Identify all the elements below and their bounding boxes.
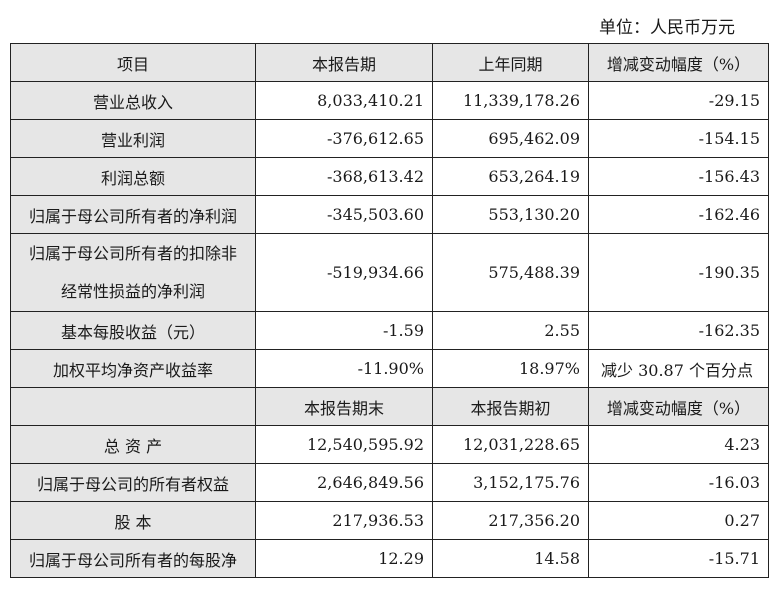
financial-summary-table: 项目 本报告期 上年同期 增减变动幅度（%） 营业总收入 8,033,410.2… bbox=[10, 43, 769, 578]
row-label: 归属于母公司所有者的每股净 bbox=[10, 539, 256, 578]
current-value: 12,540,595.92 bbox=[255, 425, 433, 464]
subheader-period-end: 本报告期末 bbox=[255, 387, 433, 426]
prior-value: 2.55 bbox=[432, 311, 589, 350]
prior-value: 18.97% bbox=[432, 349, 589, 388]
row-label: 营业总收入 bbox=[10, 81, 256, 120]
prior-value: 12,031,228.65 bbox=[432, 425, 589, 464]
row-label: 利润总额 bbox=[10, 157, 256, 196]
table-row: 归属于母公司所有者的净利润 -345,503.60 553,130.20 -16… bbox=[10, 195, 769, 234]
table-row: 营业利润 -376,612.65 695,462.09 -154.15 bbox=[10, 119, 769, 158]
row-label: 总 资 产 bbox=[10, 425, 256, 464]
header-prior: 上年同期 bbox=[432, 43, 589, 82]
table-row: 股 本 217,936.53 217,356.20 0.27 bbox=[10, 501, 769, 540]
prior-value: 217,356.20 bbox=[432, 501, 589, 540]
row-label: 归属于母公司的所有者权益 bbox=[10, 463, 256, 502]
change-value: -16.03 bbox=[588, 463, 769, 502]
current-value: -376,612.65 bbox=[255, 119, 433, 158]
table-header-row: 项目 本报告期 上年同期 增减变动幅度（%） bbox=[10, 43, 769, 82]
prior-value: 653,264.19 bbox=[432, 157, 589, 196]
prior-value: 14.58 bbox=[432, 539, 589, 578]
current-value: -345,503.60 bbox=[255, 195, 433, 234]
current-value: -1.59 bbox=[255, 311, 433, 350]
current-value: 217,936.53 bbox=[255, 501, 433, 540]
current-value: 8,033,410.21 bbox=[255, 81, 433, 120]
table-row: 加权平均净资产收益率 -11.90% 18.97% 减少 30.87 个百分点 bbox=[10, 349, 769, 388]
change-value: -29.15 bbox=[588, 81, 769, 120]
prior-value: 695,462.09 bbox=[432, 119, 589, 158]
current-value: 2,646,849.56 bbox=[255, 463, 433, 502]
unit-label: 单位：人民币万元 bbox=[599, 18, 735, 38]
current-value: 12.29 bbox=[255, 539, 433, 578]
table-row: 基本每股收益（元） -1.59 2.55 -162.35 bbox=[10, 311, 769, 350]
header-item: 项目 bbox=[10, 43, 256, 82]
prior-value: 575,488.39 bbox=[432, 233, 589, 312]
change-value: -190.35 bbox=[588, 233, 769, 312]
table-row: 归属于母公司所有者的每股净 12.29 14.58 -15.71 bbox=[10, 539, 769, 578]
row-label: 营业利润 bbox=[10, 119, 256, 158]
row-label: 股 本 bbox=[10, 501, 256, 540]
current-value: -11.90% bbox=[255, 349, 433, 388]
change-value: -156.43 bbox=[588, 157, 769, 196]
header-change: 增减变动幅度（%） bbox=[588, 43, 769, 82]
change-value: 4.23 bbox=[588, 425, 769, 464]
prior-value: 553,130.20 bbox=[432, 195, 589, 234]
change-value: -162.35 bbox=[588, 311, 769, 350]
current-value: -368,613.42 bbox=[255, 157, 433, 196]
row-label: 归属于母公司所有者的扣除非 经常性损益的净利润 bbox=[10, 233, 256, 312]
row-label: 基本每股收益（元） bbox=[10, 311, 256, 350]
header-current: 本报告期 bbox=[255, 43, 433, 82]
table-row: 利润总额 -368,613.42 653,264.19 -156.43 bbox=[10, 157, 769, 196]
table-row: 营业总收入 8,033,410.21 11,339,178.26 -29.15 bbox=[10, 81, 769, 120]
change-value: 减少 30.87 个百分点 bbox=[588, 349, 769, 388]
table-row: 总 资 产 12,540,595.92 12,031,228.65 4.23 bbox=[10, 425, 769, 464]
row-label: 归属于母公司所有者的净利润 bbox=[10, 195, 256, 234]
table-row: 归属于母公司所有者的扣除非 经常性损益的净利润 -519,934.66 575,4… bbox=[10, 233, 769, 312]
row-label-line2: 经常性损益的净利润 bbox=[60, 281, 205, 301]
table-row: 归属于母公司的所有者权益 2,646,849.56 3,152,175.76 -… bbox=[10, 463, 769, 502]
change-value: -15.71 bbox=[588, 539, 769, 578]
subheader-item bbox=[10, 387, 256, 426]
change-value: -162.46 bbox=[588, 195, 769, 234]
subheader-change: 增减变动幅度（%） bbox=[588, 387, 769, 426]
change-value: 0.27 bbox=[588, 501, 769, 540]
current-value: -519,934.66 bbox=[255, 233, 433, 312]
row-label-line1: 归属于母公司所有者的扣除非 bbox=[28, 243, 237, 263]
row-label: 加权平均净资产收益率 bbox=[10, 349, 256, 388]
subheader-period-start: 本报告期初 bbox=[432, 387, 589, 426]
prior-value: 3,152,175.76 bbox=[432, 463, 589, 502]
table-subheader-row: 本报告期末 本报告期初 增减变动幅度（%） bbox=[10, 387, 769, 426]
change-value: -154.15 bbox=[588, 119, 769, 158]
prior-value: 11,339,178.26 bbox=[432, 81, 589, 120]
